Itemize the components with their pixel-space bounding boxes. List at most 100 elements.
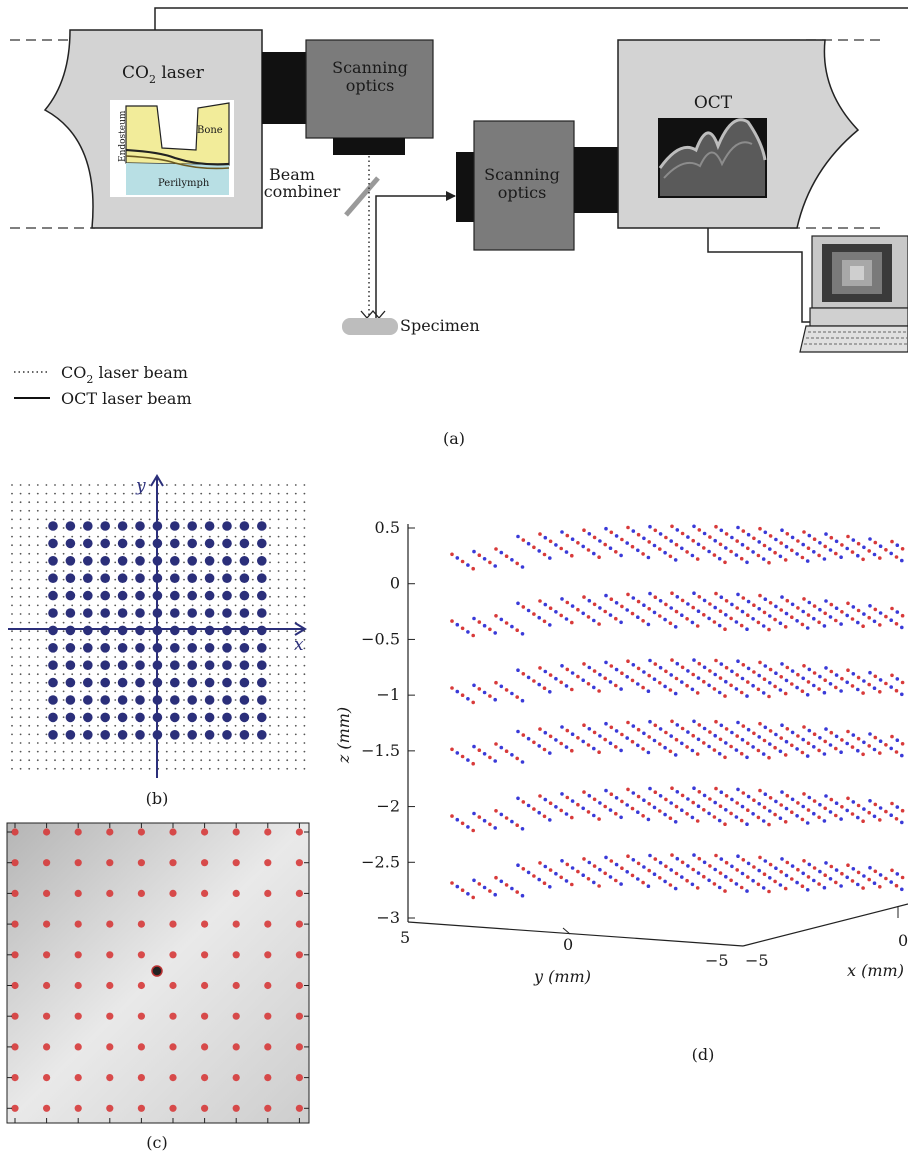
grid-dot: [269, 587, 271, 590]
grid-dot: [28, 587, 31, 590]
grid-dot: [286, 656, 289, 658]
scatter-point: [850, 879, 855, 883]
scatter-point: [598, 539, 602, 543]
computer-icon: [799, 235, 908, 353]
panel-b-dot-grid: [11, 484, 306, 770]
grid-dot: [105, 690, 108, 693]
grid-dot: [208, 724, 211, 727]
grid-dot: [226, 742, 228, 744]
scatter-point: [592, 864, 597, 868]
scatter-point: [717, 751, 722, 756]
grid-dot: [208, 690, 211, 693]
grid-dot: [200, 750, 203, 753]
scatter-point: [598, 672, 602, 677]
scatter-point: [763, 859, 768, 863]
grid-dot: [294, 656, 297, 658]
grid-dot: [165, 509, 168, 512]
grid-dot: [45, 724, 48, 727]
scatter-point: [504, 883, 509, 887]
scatter-point: [663, 745, 667, 750]
array-dot: [257, 730, 267, 740]
grid-dot: [131, 527, 134, 529]
scatter-point: [559, 741, 563, 746]
grid-dot: [183, 518, 185, 521]
grid-dot: [45, 690, 48, 693]
scatter-point: [734, 687, 739, 691]
scatter-point: [861, 886, 865, 890]
scatter-point: [845, 875, 849, 880]
scatter-point: [878, 751, 882, 755]
grid-dot: [114, 742, 117, 744]
scatter-point: [862, 545, 866, 550]
scatter-point: [778, 688, 783, 692]
scatter-point: [690, 882, 695, 887]
scatter-point: [767, 627, 771, 632]
grid-dot: [226, 767, 228, 770]
scatter-point: [734, 748, 739, 752]
scatter-point: [560, 597, 564, 601]
scatter-point: [785, 532, 790, 536]
scatter-point: [734, 815, 739, 819]
grid-dot: [28, 630, 31, 633]
camera-spot: [11, 889, 19, 898]
scatter-point: [641, 552, 645, 556]
grid-dot: [97, 656, 99, 658]
camera-spot: [295, 828, 303, 836]
scatter-point: [526, 736, 531, 741]
scatter-point: [884, 743, 888, 747]
grid-dot: [88, 742, 91, 744]
array-dot: [204, 643, 215, 653]
grid-dot: [243, 656, 246, 658]
grid-dot: [54, 656, 56, 658]
grid-dot: [200, 604, 203, 607]
camera-spot: [264, 1012, 272, 1020]
grid-dot: [122, 509, 125, 512]
scatter-point: [668, 621, 673, 625]
grid-dot: [71, 484, 74, 486]
camera-spot: [137, 951, 145, 959]
grid-dot: [36, 690, 39, 693]
grid-dot: [191, 759, 194, 762]
grid-dot: [28, 484, 31, 486]
scatter-point: [564, 745, 569, 749]
scatter-point: [686, 730, 690, 734]
array-dot: [239, 538, 250, 549]
scatter-point: [674, 609, 679, 614]
grid-dot: [165, 484, 168, 486]
grid-dot: [191, 509, 194, 512]
grid-dot: [131, 587, 134, 590]
scatter-point: [636, 727, 641, 732]
scatter-point: [680, 531, 685, 536]
grid-dot: [200, 595, 203, 598]
grid-dot: [243, 492, 246, 495]
scatter-point: [466, 563, 470, 567]
scatter-point: [680, 793, 685, 798]
grid-dot: [200, 518, 203, 521]
grid-dot: [217, 527, 220, 529]
grid-dot: [71, 638, 74, 641]
scatter-point: [713, 605, 717, 610]
scatter-point: [582, 595, 586, 599]
scatter-point: [707, 878, 711, 883]
scatter-point: [565, 862, 570, 867]
scatter-point: [543, 535, 548, 540]
grid-dot: [200, 716, 203, 719]
grid-dot: [114, 681, 117, 684]
scatter-point: [790, 743, 794, 748]
scatter-point: [548, 673, 553, 677]
grid-dot: [148, 750, 151, 753]
scatter-point: [729, 744, 733, 749]
camera-spot: [11, 1104, 19, 1112]
scatter-point: [648, 524, 652, 529]
scatter-point: [708, 669, 712, 673]
grid-dot: [36, 552, 39, 555]
scatter-point: [783, 820, 788, 824]
scatter-point: [499, 684, 504, 689]
camera-spot: [137, 981, 145, 990]
grid-dot: [28, 759, 31, 762]
grid-dot: [174, 509, 177, 512]
grid-dot: [54, 767, 56, 770]
camera-spot: [11, 1074, 19, 1082]
camera-spot: [106, 889, 114, 898]
grid-dot: [174, 492, 177, 495]
